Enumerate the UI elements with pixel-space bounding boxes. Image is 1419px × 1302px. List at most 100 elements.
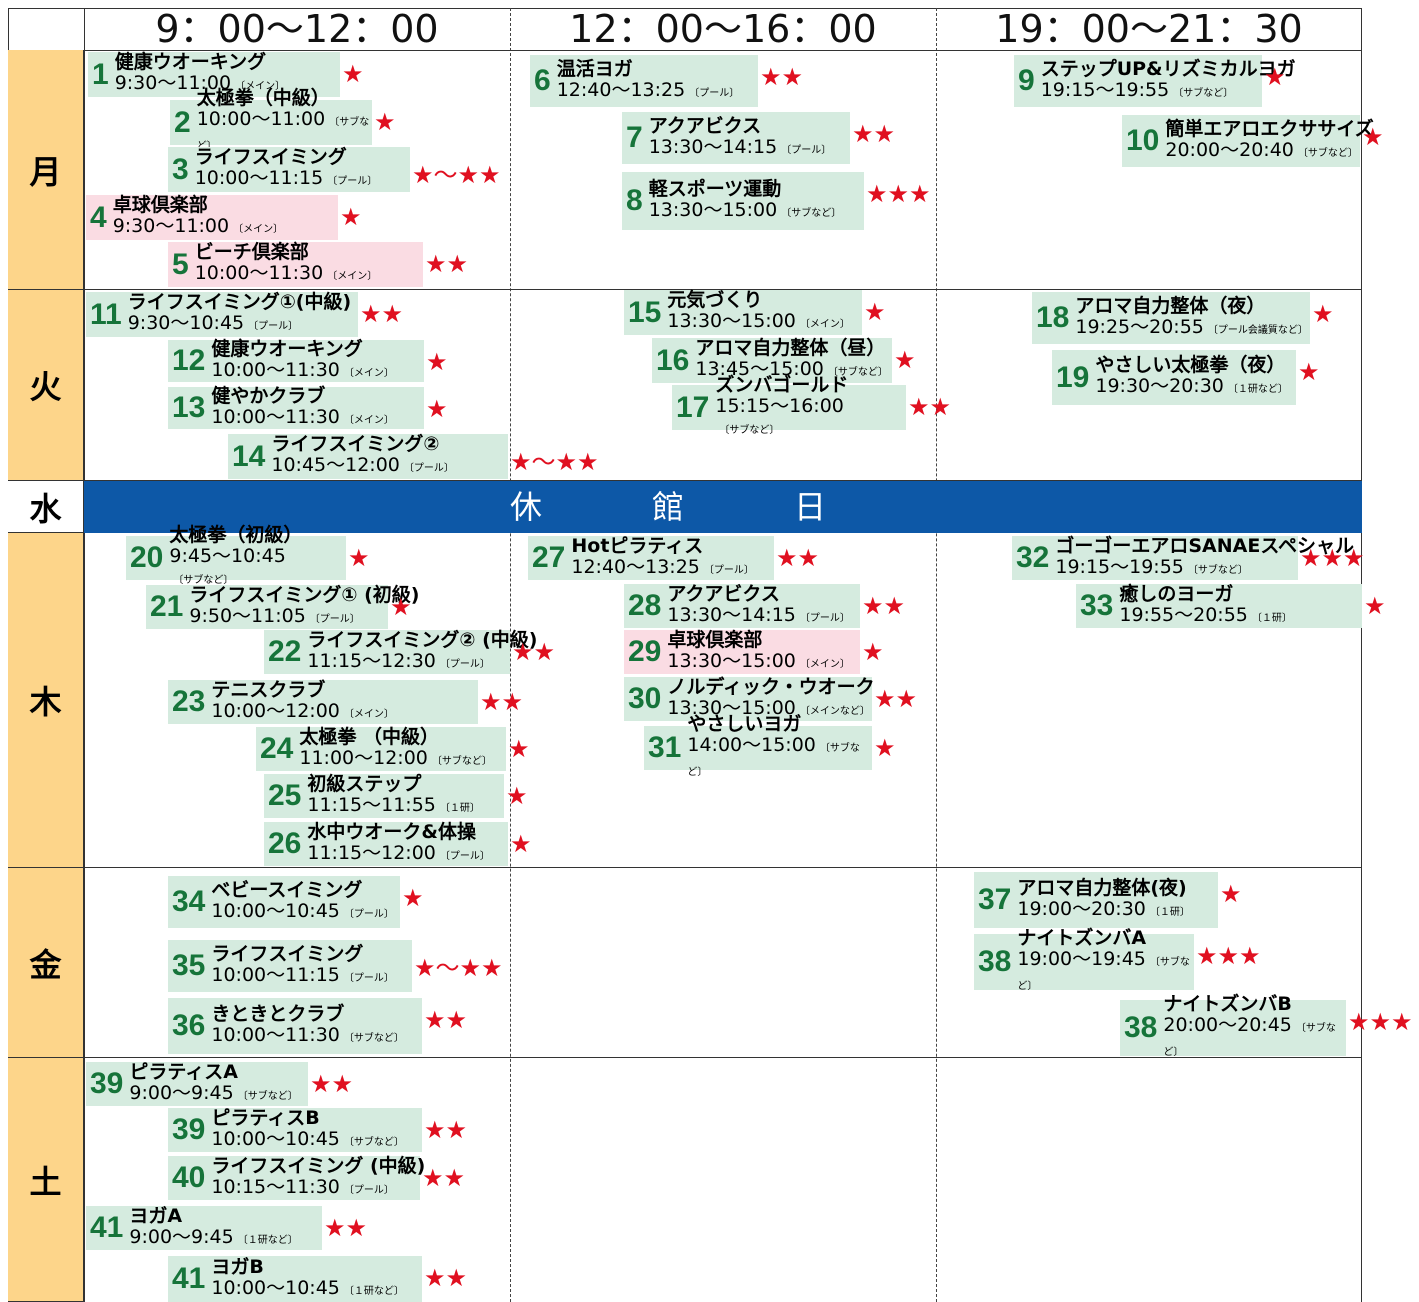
class-place: 〔プール〕 xyxy=(309,613,360,625)
class-place: 〔サブなど〕 xyxy=(343,1032,404,1044)
class-stars: ★★ xyxy=(424,1264,468,1292)
class-time: 10:00〜10:45 xyxy=(211,1127,340,1150)
class-name: 元気づくり xyxy=(667,289,763,311)
class-name: ナイトズンバA xyxy=(1017,926,1147,949)
class-text: ナイトズンバB 20:00〜20:45 〔サブなど〕 xyxy=(1163,993,1346,1063)
class-stars: ★★ xyxy=(874,685,918,713)
class-item: 17 ズンバゴールド 15:15〜16:00 〔サブなど〕 xyxy=(672,374,906,436)
class-item: 36 きときとクラブ 10:00〜11:30 〔サブなど〕 xyxy=(168,998,422,1054)
class-place: 〔メイン〕 xyxy=(799,319,850,330)
class-text: 温活ヨガ 12:40〜13:25 〔プール〕 xyxy=(557,58,740,104)
day-label: 土 xyxy=(8,1058,84,1302)
class-number: 23 xyxy=(172,685,206,718)
class-name: ズンバゴールド xyxy=(715,373,849,396)
class-text: 太極拳（初級） 9:45〜10:45 〔サブなど〕 xyxy=(169,525,346,591)
class-item: 11 ライフスイミング①(中級) 9:30〜10:45 〔プール〕 xyxy=(86,292,358,337)
class-name: 健やかクラブ xyxy=(211,384,326,407)
class-place: 〔プール〕 xyxy=(703,564,754,576)
class-name: アロマ自力整体（夜） xyxy=(1075,294,1266,317)
class-stars: ★ xyxy=(862,638,884,666)
class-text: 太極拳 （中級） 11:00〜12:00 〔サブなど〕 xyxy=(299,726,492,772)
class-stars: ★★★ xyxy=(1300,544,1365,572)
class-name: ピラティスB xyxy=(211,1106,320,1129)
class-name: やさしい太極拳（夜） xyxy=(1095,354,1286,376)
column-header: 12：00〜16：00 xyxy=(569,7,877,51)
class-text: 癒しのヨーガ 19:55〜20:55 〔１研〕 xyxy=(1119,583,1292,629)
class-time-line: 12:40〜13:25 〔プール〕 xyxy=(571,556,754,581)
class-place: 〔プール〕 xyxy=(781,144,832,156)
class-name: 初級ステップ xyxy=(307,772,422,795)
class-place: 〔プール〕 xyxy=(343,908,394,920)
class-time-line: 10:00〜12:00 〔メイン〕 xyxy=(211,699,394,725)
class-time: 10:00〜10:45 xyxy=(211,1276,340,1299)
class-text: 初級ステップ 11:15〜11:55 〔１研〕 xyxy=(307,772,480,819)
class-place: 〔メイン〕 xyxy=(343,367,394,379)
class-item: 41 ヨガB 10:00〜10:45 〔１研など〕 xyxy=(168,1256,422,1302)
class-time: 11:15〜11:55 xyxy=(307,793,436,816)
class-item: 38 ナイトズンバA 19:00〜19:45 〔サブなど〕 xyxy=(974,927,1194,992)
class-number: 18 xyxy=(1036,301,1070,334)
class-text: ライフスイミング (中級) 10:15〜11:30 〔プール〕 xyxy=(211,1155,425,1201)
class-place: 〔サブなど〕 xyxy=(197,117,370,152)
class-name: 太極拳（中級） xyxy=(196,87,330,109)
class-item: 31 やさしいヨガ 14:00〜15:00 〔サブなど〕 xyxy=(644,713,872,778)
class-name: ライフスイミング xyxy=(211,942,364,965)
class-item: 8 軽スポーツ運動 13:30〜15:00 〔サブなど〕 xyxy=(622,172,864,230)
class-text: Hotピラティス 12:40〜13:25 〔プール〕 xyxy=(571,535,754,581)
class-time: 9:00〜9:45 xyxy=(129,1081,234,1104)
class-text: ビーチ倶楽部 10:00〜11:30 〔メイン〕 xyxy=(195,242,378,287)
class-time-line: 19:00〜20:30 〔１研〕 xyxy=(1017,898,1190,923)
class-time-line: 9:00〜9:45 〔サブなど〕 xyxy=(129,1081,297,1107)
class-item: 7 アクアビクス 13:30〜14:15 〔プール〕 xyxy=(622,112,850,164)
class-number: 39 xyxy=(172,1113,206,1146)
class-time-line: 9:50〜11:05 〔プール〕 xyxy=(189,605,419,630)
class-name: やさしいヨガ xyxy=(687,712,802,735)
class-item: 27 Hotピラティス 12:40〜13:25 〔プール〕 xyxy=(528,535,774,581)
class-text: きときとクラブ 10:00〜11:30 〔サブなど〕 xyxy=(211,1003,404,1049)
class-item: 24 太極拳 （中級） 11:00〜12:00 〔サブなど〕 xyxy=(256,726,506,772)
class-time-line: 14:00〜15:00 〔サブなど〕 xyxy=(687,733,872,783)
class-number: 21 xyxy=(150,590,184,623)
class-time: 10:00〜12:00 xyxy=(211,699,340,722)
class-stars: ★★ xyxy=(776,544,820,572)
class-time: 13:30〜14:15 xyxy=(667,603,796,626)
class-time-line: 19:15〜19:55 〔サブなど〕 xyxy=(1041,79,1296,104)
class-place: 〔メインなど〕 xyxy=(799,705,870,717)
class-name: 太極拳（初級） xyxy=(169,524,303,546)
class-stars: ★ xyxy=(426,395,448,423)
class-time: 9:30〜11:00 xyxy=(114,72,232,94)
class-place: 〔サブなど〕 xyxy=(1297,147,1358,159)
class-name: ヨガB xyxy=(211,1255,264,1278)
class-item: 1 健康ウオーキング 9:30〜11:00 〔メイン〕 xyxy=(88,52,340,97)
class-place: 〔プール〕 xyxy=(799,612,850,624)
class-time-line: 13:30〜15:00 〔メインなど〕 xyxy=(667,697,874,722)
class-stars: ★ xyxy=(374,108,396,136)
class-stars: ★★ xyxy=(360,300,404,328)
class-item: 13 健やかクラブ 10:00〜11:30 〔メイン〕 xyxy=(168,384,424,431)
class-stars: ★ xyxy=(390,593,412,621)
class-place: 〔プール会議質など〕 xyxy=(1207,324,1308,336)
class-time: 10:00〜11:30 xyxy=(211,405,340,428)
class-text: ライフスイミング 10:00〜11:15 〔プール〕 xyxy=(195,147,378,192)
class-item: 15 元気づくり 13:30〜15:00 〔メイン〕 xyxy=(624,290,862,335)
class-time: 20:00〜20:40 xyxy=(1165,138,1294,161)
class-stars: ★ xyxy=(1298,358,1320,386)
class-place: 〔サブなど〕 xyxy=(431,755,492,767)
class-text: 卓球倶楽部 13:30〜15:00 〔メイン〕 xyxy=(667,629,850,675)
class-time-line: 11:15〜12:30 〔プール〕 xyxy=(307,650,537,675)
class-time-line: 19:00〜19:45 〔サブなど〕 xyxy=(1017,948,1194,997)
class-text: ピラティスB 10:00〜10:45 〔サブなど〕 xyxy=(211,1106,404,1153)
class-stars: ★★ xyxy=(480,688,524,716)
class-text: ノルディック・ウオーク 13:30〜15:00 〔メインなど〕 xyxy=(667,676,874,722)
class-time-line: 19:55〜20:55 〔１研〕 xyxy=(1119,604,1292,629)
class-time-line: 10:00〜11:30 〔メイン〕 xyxy=(211,405,394,431)
class-text: 卓球倶楽部 9:30〜11:00 〔メイン〕 xyxy=(113,195,283,240)
class-time: 14:00〜15:00 xyxy=(687,733,816,756)
class-text: アクアビクス 13:30〜14:15 〔プール〕 xyxy=(667,583,850,629)
class-text: 元気づくり 13:30〜15:00 〔メイン〕 xyxy=(667,290,850,335)
class-time-line: 10:45〜12:00 〔プール〕 xyxy=(271,455,454,479)
class-item: 34 ベビースイミング 10:00〜10:45 〔プール〕 xyxy=(168,876,400,928)
class-time-line: 9:30〜11:00 〔メイン〕 xyxy=(113,216,283,240)
